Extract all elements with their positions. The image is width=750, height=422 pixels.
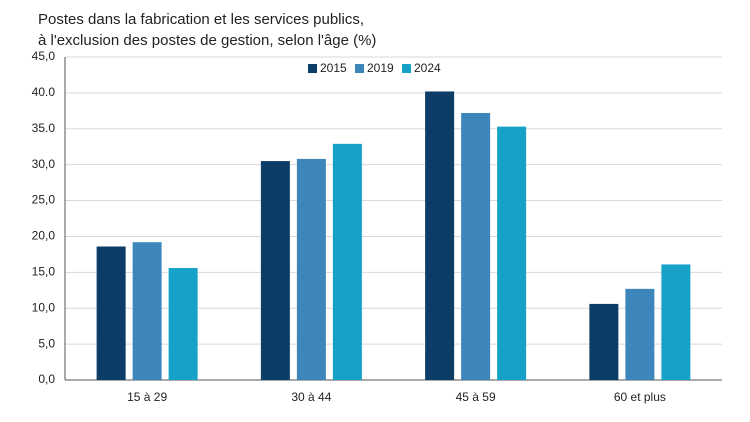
bar <box>132 242 162 380</box>
y-tick-label: 0,0 <box>38 372 55 386</box>
y-tick-label: 40.0 <box>32 85 56 99</box>
y-tick-label: 10,0 <box>32 300 56 314</box>
y-tick-label: 5,0 <box>38 336 55 350</box>
legend-label: 2024 <box>414 61 441 75</box>
chart-title: à l'exclusion des postes de gestion, sel… <box>38 32 376 49</box>
legend-swatch <box>308 64 317 73</box>
y-tick-label: 20,0 <box>32 229 56 243</box>
legend-label: 2015 <box>320 61 347 75</box>
legend-label: 2019 <box>367 61 394 75</box>
bar <box>168 268 198 380</box>
x-tick-label: 45 à 59 <box>456 390 496 404</box>
y-tick-label: 45,0 <box>32 49 56 63</box>
legend-swatch <box>355 64 364 73</box>
bar <box>589 303 619 380</box>
bar <box>661 264 691 380</box>
bar <box>96 246 126 380</box>
x-tick-label: 60 et plus <box>614 390 666 404</box>
chart-title: Postes dans la fabrication et les servic… <box>38 11 364 28</box>
bar <box>497 126 527 380</box>
bar <box>461 112 491 380</box>
bar <box>296 158 326 380</box>
bar <box>260 161 290 380</box>
x-tick-label: 30 à 44 <box>291 390 331 404</box>
y-tick-label: 15,0 <box>32 265 56 279</box>
bar <box>332 143 362 380</box>
legend-swatch <box>402 64 411 73</box>
bar <box>425 91 455 380</box>
x-tick-label: 15 à 29 <box>127 390 167 404</box>
y-tick-label: 25,0 <box>32 193 56 207</box>
y-tick-label: 30,0 <box>32 157 56 171</box>
bar <box>625 288 655 380</box>
y-tick-label: 35.0 <box>32 121 56 135</box>
